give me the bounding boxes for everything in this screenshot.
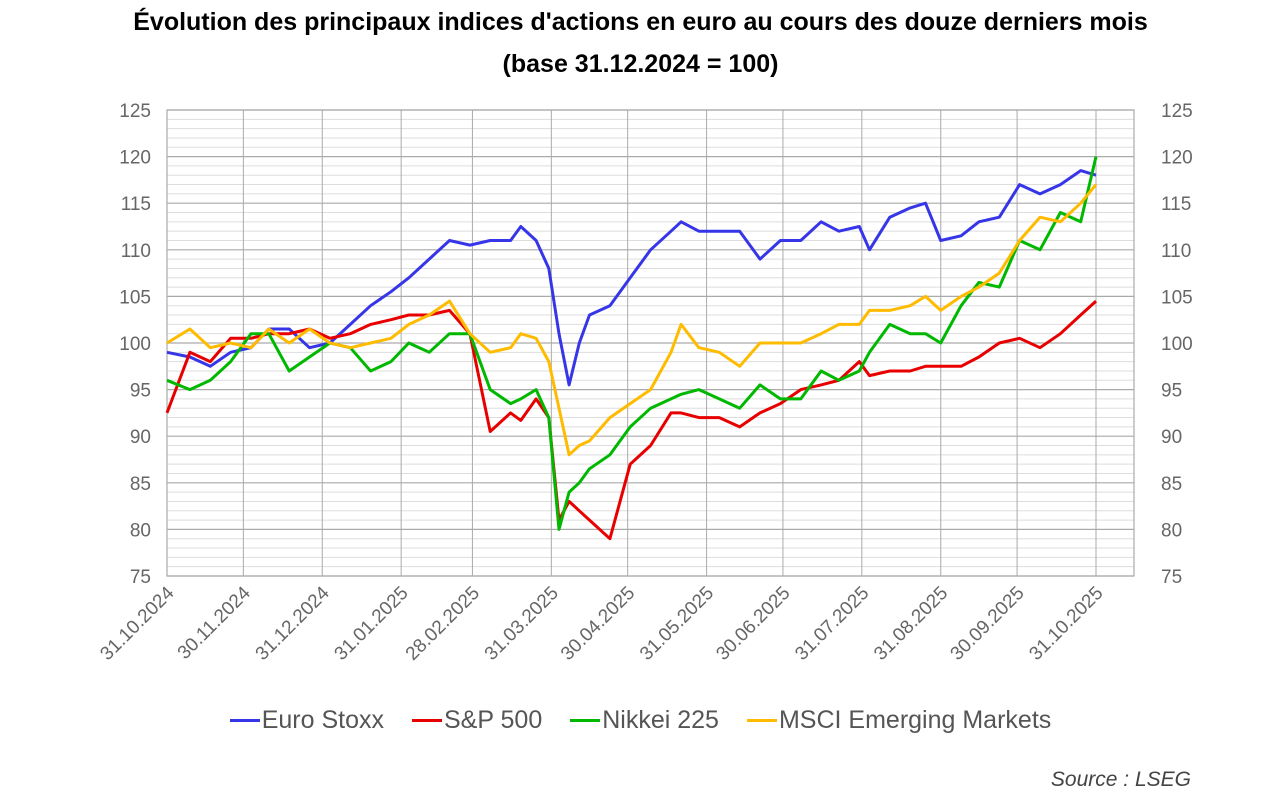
x-tick-label: 31.03.2025 xyxy=(481,583,563,665)
y-tick-label-left: 100 xyxy=(119,334,151,355)
legend-item: MSCI Emerging Markets xyxy=(746,706,1052,735)
series-line-msci-emerging-markets xyxy=(166,183,1098,457)
chart-title: Évolution des principaux indices d'actio… xyxy=(133,8,1148,36)
y-tick-label-right: 125 xyxy=(1161,101,1193,122)
x-tick-label: 31.07.2025 xyxy=(791,583,873,665)
legend-swatch xyxy=(746,719,777,722)
x-tick-label: 30.06.2025 xyxy=(712,583,794,665)
x-tick-label: 30.04.2025 xyxy=(557,583,639,665)
y-tick-label-right: 80 xyxy=(1161,520,1182,541)
legend-label: Nikkei 225 xyxy=(602,706,719,734)
y-tick-label-right: 100 xyxy=(1161,334,1193,355)
y-tick-label-left: 75 xyxy=(130,567,151,588)
y-tick-label-right: 75 xyxy=(1161,567,1182,588)
y-tick-label-left: 115 xyxy=(121,194,151,215)
legend: Euro Stoxx S&P 500 Nikkei 225 MSCI Emerging… xyxy=(0,706,1281,735)
series-line-s-p-500 xyxy=(165,299,1098,541)
legend-item: Nikkei 225 xyxy=(570,706,719,735)
y-tick-label-left: 85 xyxy=(130,474,151,495)
x-tick-label: 31.01.2025 xyxy=(331,583,413,665)
y-tick-label-left: 95 xyxy=(130,381,151,402)
source-note: Source : LSEG xyxy=(1050,768,1191,791)
x-tick-label: 28.02.2025 xyxy=(402,583,484,665)
legend-label: Euro Stoxx xyxy=(261,706,384,734)
x-tick-label: 31.10.2024 xyxy=(96,582,178,664)
x-tick-label: 30.09.2025 xyxy=(947,583,1029,665)
legend-item: S&P 500 xyxy=(412,706,542,735)
y-tick-label-right: 90 xyxy=(1161,427,1182,448)
chart-subtitle: (base 31.12.2024 = 100) xyxy=(502,50,779,78)
legend-label: S&P 500 xyxy=(444,706,543,734)
x-tick-label: 31.05.2025 xyxy=(636,583,718,665)
y-tick-label-left: 105 xyxy=(119,287,151,308)
y-tick-label-right: 85 xyxy=(1161,474,1182,495)
legend-label: MSCI Emerging Markets xyxy=(778,706,1052,734)
x-tick-label: 31.10.2025 xyxy=(1025,583,1107,665)
legend-swatch xyxy=(412,719,442,722)
y-tick-label-right: 95 xyxy=(1161,381,1182,402)
legend-item: Euro Stoxx xyxy=(229,706,384,735)
series-line-euro-stoxx xyxy=(166,169,1097,387)
legend-swatch xyxy=(570,719,601,722)
y-tick-label-left: 80 xyxy=(130,520,151,541)
y-tick-label-left: 110 xyxy=(121,241,151,262)
y-tick-label-right: 115 xyxy=(1161,194,1191,215)
y-tick-label-left: 125 xyxy=(119,101,151,122)
y-tick-label-left: 90 xyxy=(130,427,151,448)
y-tick-label-right: 120 xyxy=(1161,148,1193,169)
x-tick-label: 30.11.2024 xyxy=(174,582,255,663)
y-tick-label-right: 110 xyxy=(1161,241,1191,262)
x-tick-label: 31.12.2024 xyxy=(252,582,334,664)
legend-swatch xyxy=(229,719,260,722)
y-tick-label-right: 105 xyxy=(1161,287,1193,308)
y-tick-label-left: 120 xyxy=(119,148,151,169)
x-tick-label: 31.08.2025 xyxy=(870,583,952,665)
